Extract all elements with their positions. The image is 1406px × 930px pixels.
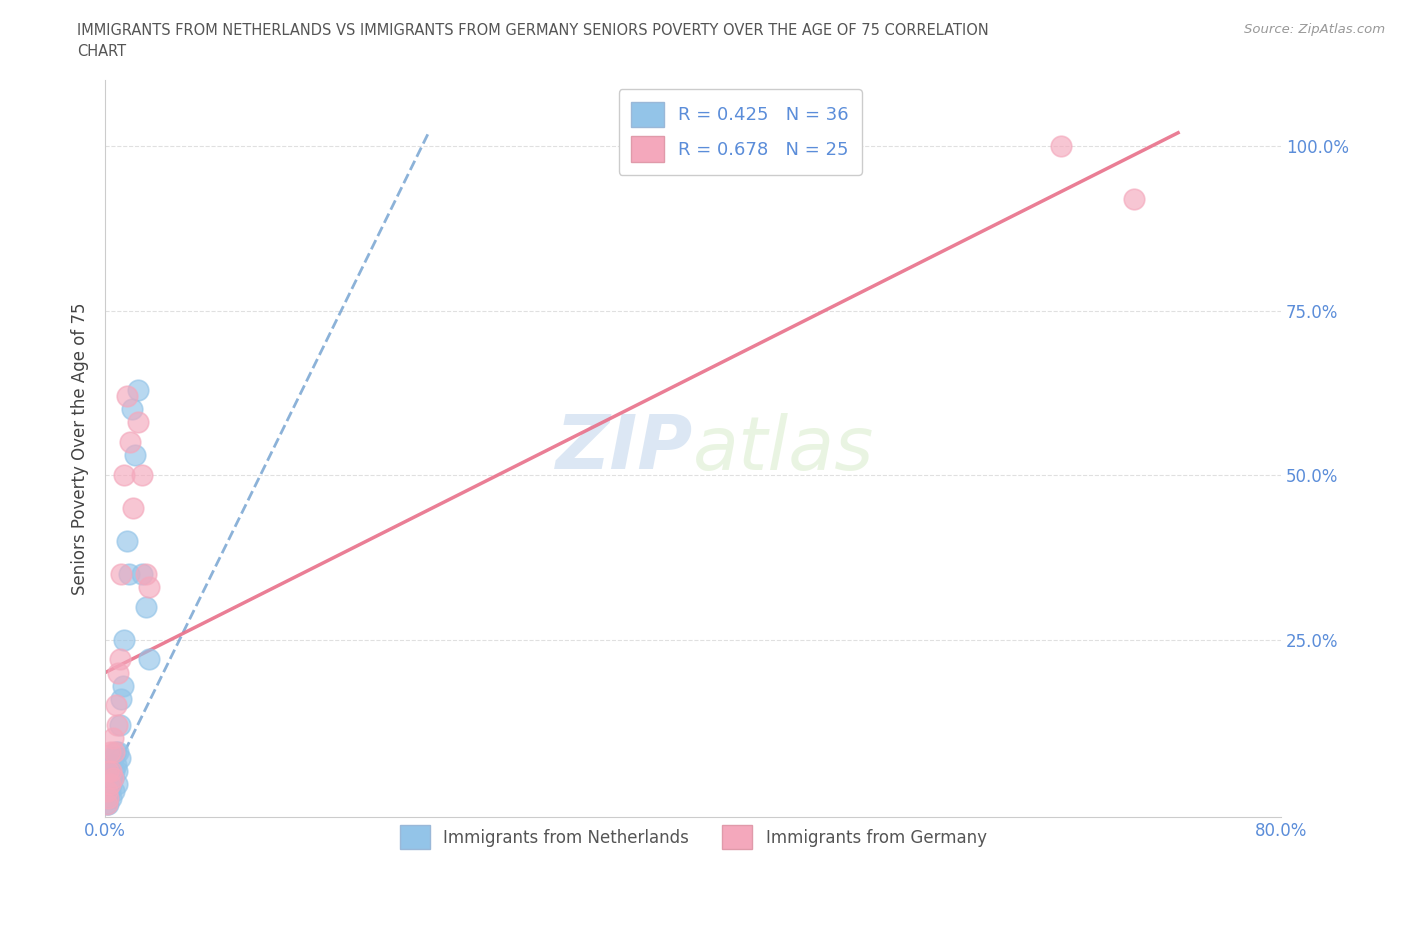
Point — [111, 678, 134, 693]
Point — [127, 415, 149, 430]
Point — [108, 751, 131, 765]
Point — [138, 579, 160, 594]
Point — [107, 744, 129, 759]
Text: Source: ZipAtlas.com: Source: ZipAtlas.com — [1244, 23, 1385, 36]
Point — [105, 764, 128, 778]
Text: IMMIGRANTS FROM NETHERLANDS VS IMMIGRANTS FROM GERMANY SENIORS POVERTY OVER THE : IMMIGRANTS FROM NETHERLANDS VS IMMIGRANT… — [77, 23, 988, 38]
Text: CHART: CHART — [77, 44, 127, 59]
Point — [104, 744, 127, 759]
Point — [127, 382, 149, 397]
Point — [138, 652, 160, 667]
Point — [97, 764, 120, 778]
Point — [105, 777, 128, 792]
Point — [107, 665, 129, 680]
Text: atlas: atlas — [693, 413, 875, 485]
Point — [96, 784, 118, 799]
Point — [118, 566, 141, 581]
Point — [135, 566, 157, 581]
Point — [104, 698, 127, 713]
Point — [117, 534, 139, 549]
Point — [122, 500, 145, 515]
Point — [101, 770, 124, 785]
Point — [112, 468, 135, 483]
Point — [98, 777, 121, 792]
Point — [101, 731, 124, 746]
Point — [104, 757, 127, 772]
Point — [101, 751, 124, 765]
Point — [100, 764, 122, 778]
Point — [103, 744, 125, 759]
Point — [97, 797, 120, 812]
Point — [98, 777, 121, 792]
Point — [121, 402, 143, 417]
Point — [98, 764, 121, 778]
Point — [1123, 192, 1146, 206]
Point — [135, 599, 157, 614]
Point — [96, 797, 118, 812]
Point — [105, 718, 128, 733]
Point — [120, 434, 142, 449]
Point — [100, 777, 122, 792]
Point — [110, 692, 132, 707]
Point — [108, 718, 131, 733]
Point — [117, 389, 139, 404]
Point — [96, 777, 118, 792]
Point — [110, 566, 132, 581]
Point — [112, 632, 135, 647]
Point — [124, 448, 146, 463]
Text: ZIP: ZIP — [555, 412, 693, 485]
Point — [1049, 139, 1071, 153]
Point — [131, 468, 153, 483]
Point — [108, 652, 131, 667]
Point — [100, 790, 122, 805]
Point — [97, 784, 120, 799]
Point — [101, 770, 124, 785]
Point — [96, 790, 118, 805]
Point — [97, 790, 120, 805]
Point — [96, 797, 118, 812]
Point — [98, 744, 121, 759]
Point — [97, 790, 120, 805]
Point — [98, 784, 121, 799]
Point — [103, 784, 125, 799]
Y-axis label: Seniors Poverty Over the Age of 75: Seniors Poverty Over the Age of 75 — [72, 302, 89, 595]
Legend: Immigrants from Netherlands, Immigrants from Germany: Immigrants from Netherlands, Immigrants … — [388, 814, 998, 860]
Point — [100, 757, 122, 772]
Point — [97, 770, 120, 785]
Point — [96, 784, 118, 799]
Point — [131, 566, 153, 581]
Point — [103, 764, 125, 778]
